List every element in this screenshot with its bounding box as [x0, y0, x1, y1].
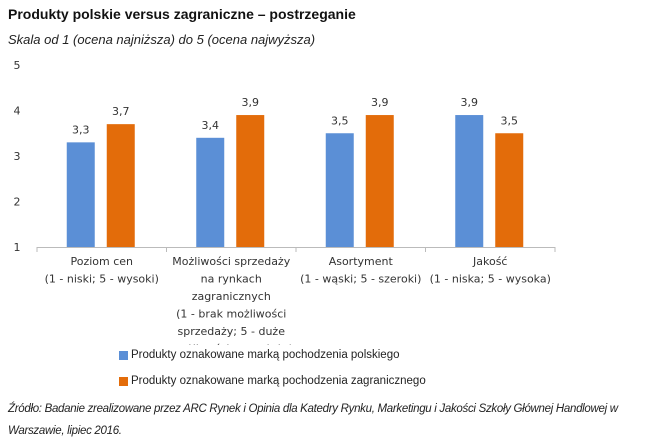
bar-polish — [455, 115, 484, 247]
data-label: 3,9 — [461, 96, 479, 109]
legend-label: Produkty oznakowane marką pochodzenia za… — [131, 375, 426, 387]
legend-label: Produkty oznakowane marką pochodzenia po… — [131, 349, 400, 361]
x-category-label-line: możliwości sprzedaży) — [170, 343, 293, 346]
data-label: 3,7 — [112, 105, 130, 118]
bar-polish — [325, 133, 354, 247]
chart-title: Produkty polskie versus zagraniczne – po… — [8, 6, 356, 22]
x-category-label: Możliwości sprzedaży na rynkach zagraniczn… — [170, 255, 293, 345]
data-label: 3,3 — [72, 123, 90, 136]
x-category-label-line: Poziom cen — [70, 255, 133, 268]
data-label: 3,5 — [331, 114, 349, 127]
bar-polish — [66, 142, 95, 247]
chart-subtitle: Skala od 1 (ocena najniższa) do 5 (ocena… — [8, 32, 316, 47]
bar-foreign — [236, 115, 265, 247]
source-note-line1: Źródło: Badanie zrealizowane przez ARC R… — [8, 403, 618, 415]
legend-swatch-blue — [119, 350, 128, 360]
x-category-label-line: sprzedaży; 5 - duże — [178, 325, 286, 338]
y-tick-label: 1 — [14, 241, 21, 254]
x-category-label-line: Jakość — [472, 255, 507, 268]
x-category-label-line: Możliwości sprzedaży — [172, 255, 290, 268]
x-category-label-line: (1 - wąski; 5 - szeroki) — [300, 273, 421, 286]
source-note-line2: Warszawie, lipiec 2016. — [8, 425, 122, 437]
x-category-label: Asortyment (1 - wąski; 5 - szeroki) — [300, 255, 421, 286]
legend-item-foreign: Produkty oznakowane marką pochodzenia za… — [119, 375, 426, 387]
y-tick-label: 2 — [14, 196, 21, 209]
data-label: 3,9 — [371, 96, 389, 109]
data-label: 3,4 — [202, 119, 220, 132]
x-category-label: Poziom cen (1 - niski; 5 - wysoki) — [45, 255, 159, 286]
bar-foreign — [106, 124, 135, 247]
y-tick-label: 5 — [14, 59, 21, 72]
y-tick-label: 3 — [14, 150, 21, 163]
x-category-label-line: Asortyment — [329, 255, 394, 268]
bar-foreign — [365, 115, 394, 247]
bar-foreign — [495, 133, 524, 247]
legend-swatch-orange — [119, 376, 128, 386]
bar-polish — [196, 137, 225, 247]
x-category-label-line: (1 - niski; 5 - wysoki) — [45, 273, 159, 286]
legend-item-polish: Produkty oznakowane marką pochodzenia po… — [119, 349, 400, 361]
y-tick-label: 4 — [14, 105, 21, 118]
x-category-label-line: na rynkach — [201, 273, 262, 286]
x-category-label-line: (1 - niska; 5 - wysoka) — [430, 273, 551, 286]
x-category-label-line: zagranicznych — [192, 290, 271, 303]
x-category-label: Jakość (1 - niska; 5 - wysoka) — [430, 255, 551, 286]
data-label: 3,9 — [242, 96, 260, 109]
data-label: 3,5 — [501, 114, 519, 127]
bar-chart: 1 2 3 4 5 Poziom cen (1 - niski; 5 - wysoki) 3,… — [14, 59, 556, 345]
x-category-label-line: (1 - brak możliwości — [176, 308, 286, 321]
